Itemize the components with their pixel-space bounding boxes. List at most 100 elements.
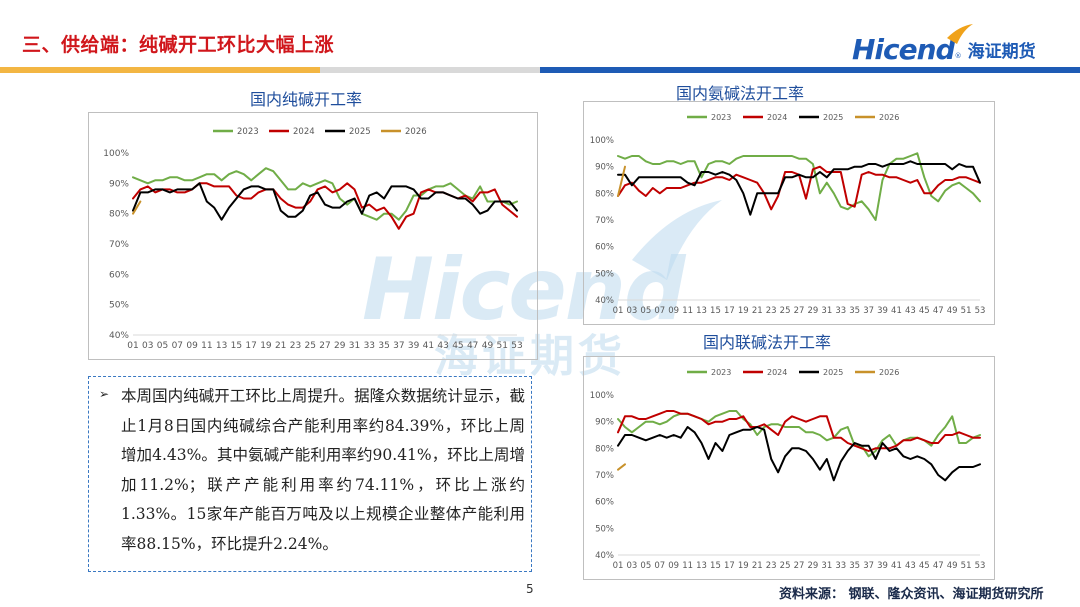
series-line-2023 [617,410,981,458]
x-tick-label: 31 [349,341,360,351]
x-tick-label: 29 [808,561,819,571]
x-tick-label: 29 [334,341,346,351]
logo-swoosh-icon [947,24,973,44]
x-tick-label: 37 [863,306,874,316]
x-tick-label: 47 [933,306,944,316]
summary-text: 本周国内纯碱开工环比上周提升。据隆众数据统计显示，截止1月8日国内纯碱综合产能利… [121,387,525,553]
series-line-2026 [617,463,626,471]
y-tick-label: 90% [595,418,614,428]
x-tick-label: 15 [710,561,721,571]
x-tick-label: 07 [654,561,665,571]
x-tick-label: 03 [142,341,153,351]
bullet-arrow-icon: ➢ [99,387,110,401]
y-tick-label: 90% [595,163,614,173]
series-line-2025 [617,160,981,216]
x-tick-label: 39 [877,306,888,316]
x-tick-label: 05 [640,561,651,571]
x-tick-label: 49 [947,561,958,571]
x-tick-label: 13 [696,561,707,571]
x-tick-label: 11 [682,561,693,571]
x-tick-label: 15 [231,341,242,351]
y-tick-label: 70% [595,471,614,481]
x-tick-label: 21 [275,341,286,351]
series-line-2025 [132,182,518,221]
x-tick-label: 15 [710,306,721,316]
x-tick-label: 31 [821,561,832,571]
x-tick-label: 35 [849,561,860,571]
legend-label-2025: 2025 [823,113,843,122]
chart-title-total: 国内纯碱开工率 [250,90,363,109]
x-tick-label: 43 [905,561,916,571]
x-tick-label: 53 [511,341,522,351]
x-tick-label: 01 [613,561,624,571]
x-tick-label: 07 [654,306,665,316]
x-tick-label: 19 [738,561,749,571]
x-tick-label: 07 [172,341,183,351]
x-tick-label: 25 [780,561,791,571]
x-tick-label: 27 [319,341,330,351]
x-tick-label: 09 [668,561,679,571]
x-tick-label: 09 [186,341,198,351]
x-tick-label: 47 [467,341,478,351]
y-tick-label: 60% [109,270,129,280]
x-tick-label: 23 [766,561,777,571]
x-tick-label: 51 [497,341,508,351]
x-tick-label: 05 [157,341,168,351]
x-tick-label: 17 [724,561,735,571]
y-tick-label: 40% [109,331,129,341]
x-tick-label: 01 [613,306,624,316]
logo-text-cn: 海证期货 [967,41,1036,62]
series-line-2024 [617,165,981,211]
chart-total: 40% 50% 60% 70% 80% 90% 100% 01 03 05 07 09 11 13 15 17… [88,112,538,360]
x-tick-label: 47 [933,561,944,571]
y-tick-label: 60% [595,498,614,508]
legend-label-2025: 2025 [823,368,843,377]
x-tick-label: 43 [905,306,916,316]
company-logo: Hicend ® 海证期货 [852,24,1036,66]
x-tick-label: 25 [305,341,316,351]
y-tick-label: 50% [595,269,614,279]
legend-label-2026: 2026 [879,113,899,122]
x-tick-label: 37 [863,561,874,571]
legend-label-2026: 2026 [405,127,427,137]
legend-label-2024: 2024 [767,368,787,377]
x-tick-label: 21 [752,561,763,571]
x-tick-label: 21 [752,306,763,316]
x-tick-label: 45 [919,561,930,571]
x-tick-label: 11 [201,341,212,351]
x-tick-label: 49 [482,341,494,351]
series-line-2025 [617,426,981,482]
legend-label-2026: 2026 [879,368,899,377]
x-tick-label: 01 [127,341,138,351]
x-tick-label: 45 [452,341,463,351]
chart-joint: 40% 50% 60% 70% 80% 90% 100% 01 03 05 07 09 11 13 15 17… [583,356,995,580]
x-tick-label: 25 [780,306,791,316]
x-tick-label: 05 [640,306,651,316]
y-tick-label: 80% [109,210,129,220]
x-tick-label: 45 [919,306,930,316]
x-tick-label: 35 [378,341,389,351]
chart-total-svg: 40% 50% 60% 70% 80% 90% 100% 01 03 05 07 09 11 13 15 17… [103,127,522,351]
x-tick-label: 11 [682,306,693,316]
chart-title-ammonia: 国内氨碱法开工率 [676,84,805,103]
y-tick-label: 70% [109,240,129,250]
y-tick-label: 40% [595,551,614,561]
series-line-2023 [132,167,518,221]
x-tick-label: 53 [975,561,986,571]
legend-label-2024: 2024 [767,113,787,122]
y-tick-label: 100% [103,149,129,159]
x-tick-label: 31 [821,306,832,316]
series-line-2023 [617,152,981,221]
y-tick-label: 100% [590,391,614,401]
x-tick-label: 03 [627,306,638,316]
legend-label-2023: 2023 [237,127,259,137]
y-tick-label: 100% [590,136,614,146]
legend-label-2024: 2024 [293,127,315,137]
chart-title-joint: 国内联碱法开工率 [703,333,832,352]
x-tick-label: 13 [696,306,707,316]
legend-label-2023: 2023 [711,368,731,377]
x-tick-label: 41 [891,306,902,316]
x-tick-label: 27 [794,306,805,316]
y-tick-label: 70% [595,216,614,226]
x-tick-label: 33 [835,561,846,571]
